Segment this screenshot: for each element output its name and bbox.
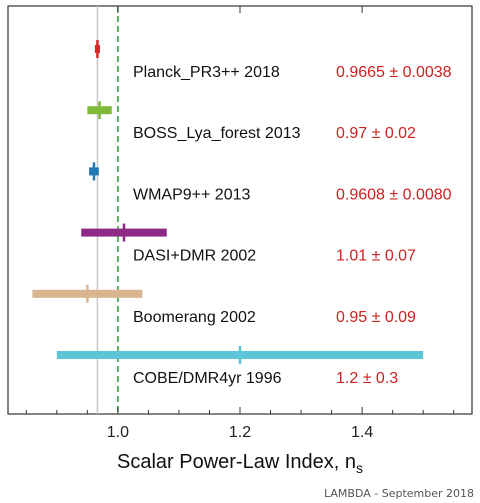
entry-value-label: 0.95 ± 0.09 xyxy=(336,309,416,326)
entry-name-label: Planck_PR3++ 2018 xyxy=(133,64,280,81)
entry-value-label: 0.97 ± 0.02 xyxy=(336,125,416,142)
x-axis-title: Scalar Power-Law Index, ns xyxy=(117,451,363,476)
entry-value-label: 0.9608 ± 0.0080 xyxy=(336,186,452,203)
entry-value-label: 0.9665 ± 0.0038 xyxy=(336,64,452,81)
entry-name-label: WMAP9++ 2013 xyxy=(133,186,251,203)
x-tick-label: 1.2 xyxy=(229,424,251,441)
entry-value-label: 1.01 ± 0.07 xyxy=(336,248,416,265)
x-axis-title-subscript: s xyxy=(356,460,363,476)
entry-name-label: COBE/DMR4yr 1996 xyxy=(133,370,282,387)
error-bars xyxy=(32,40,424,364)
x-tick-label: 1.0 xyxy=(107,424,129,441)
entry-value-label: 1.2 ± 0.3 xyxy=(336,370,398,387)
x-tick-label: 1.4 xyxy=(351,424,373,441)
entry-name-label: BOSS_Lya_forest 2013 xyxy=(133,125,301,142)
entry-name-label: DASI+DMR 2002 xyxy=(133,248,256,265)
x-axis-ticks: 1.0 1.2 1.4 xyxy=(25,6,455,441)
reference-lines xyxy=(96,6,119,414)
entry-labels: Planck_PR3++ 2018 0.9665 ± 0.0038 BOSS_Lya… xyxy=(133,64,452,387)
x-axis-title-main: Scalar Power-Law Index, n xyxy=(117,451,356,473)
entry-name-label: Boomerang 2002 xyxy=(133,309,256,326)
credit-text: LAMBDA - September 2018 xyxy=(324,487,474,500)
